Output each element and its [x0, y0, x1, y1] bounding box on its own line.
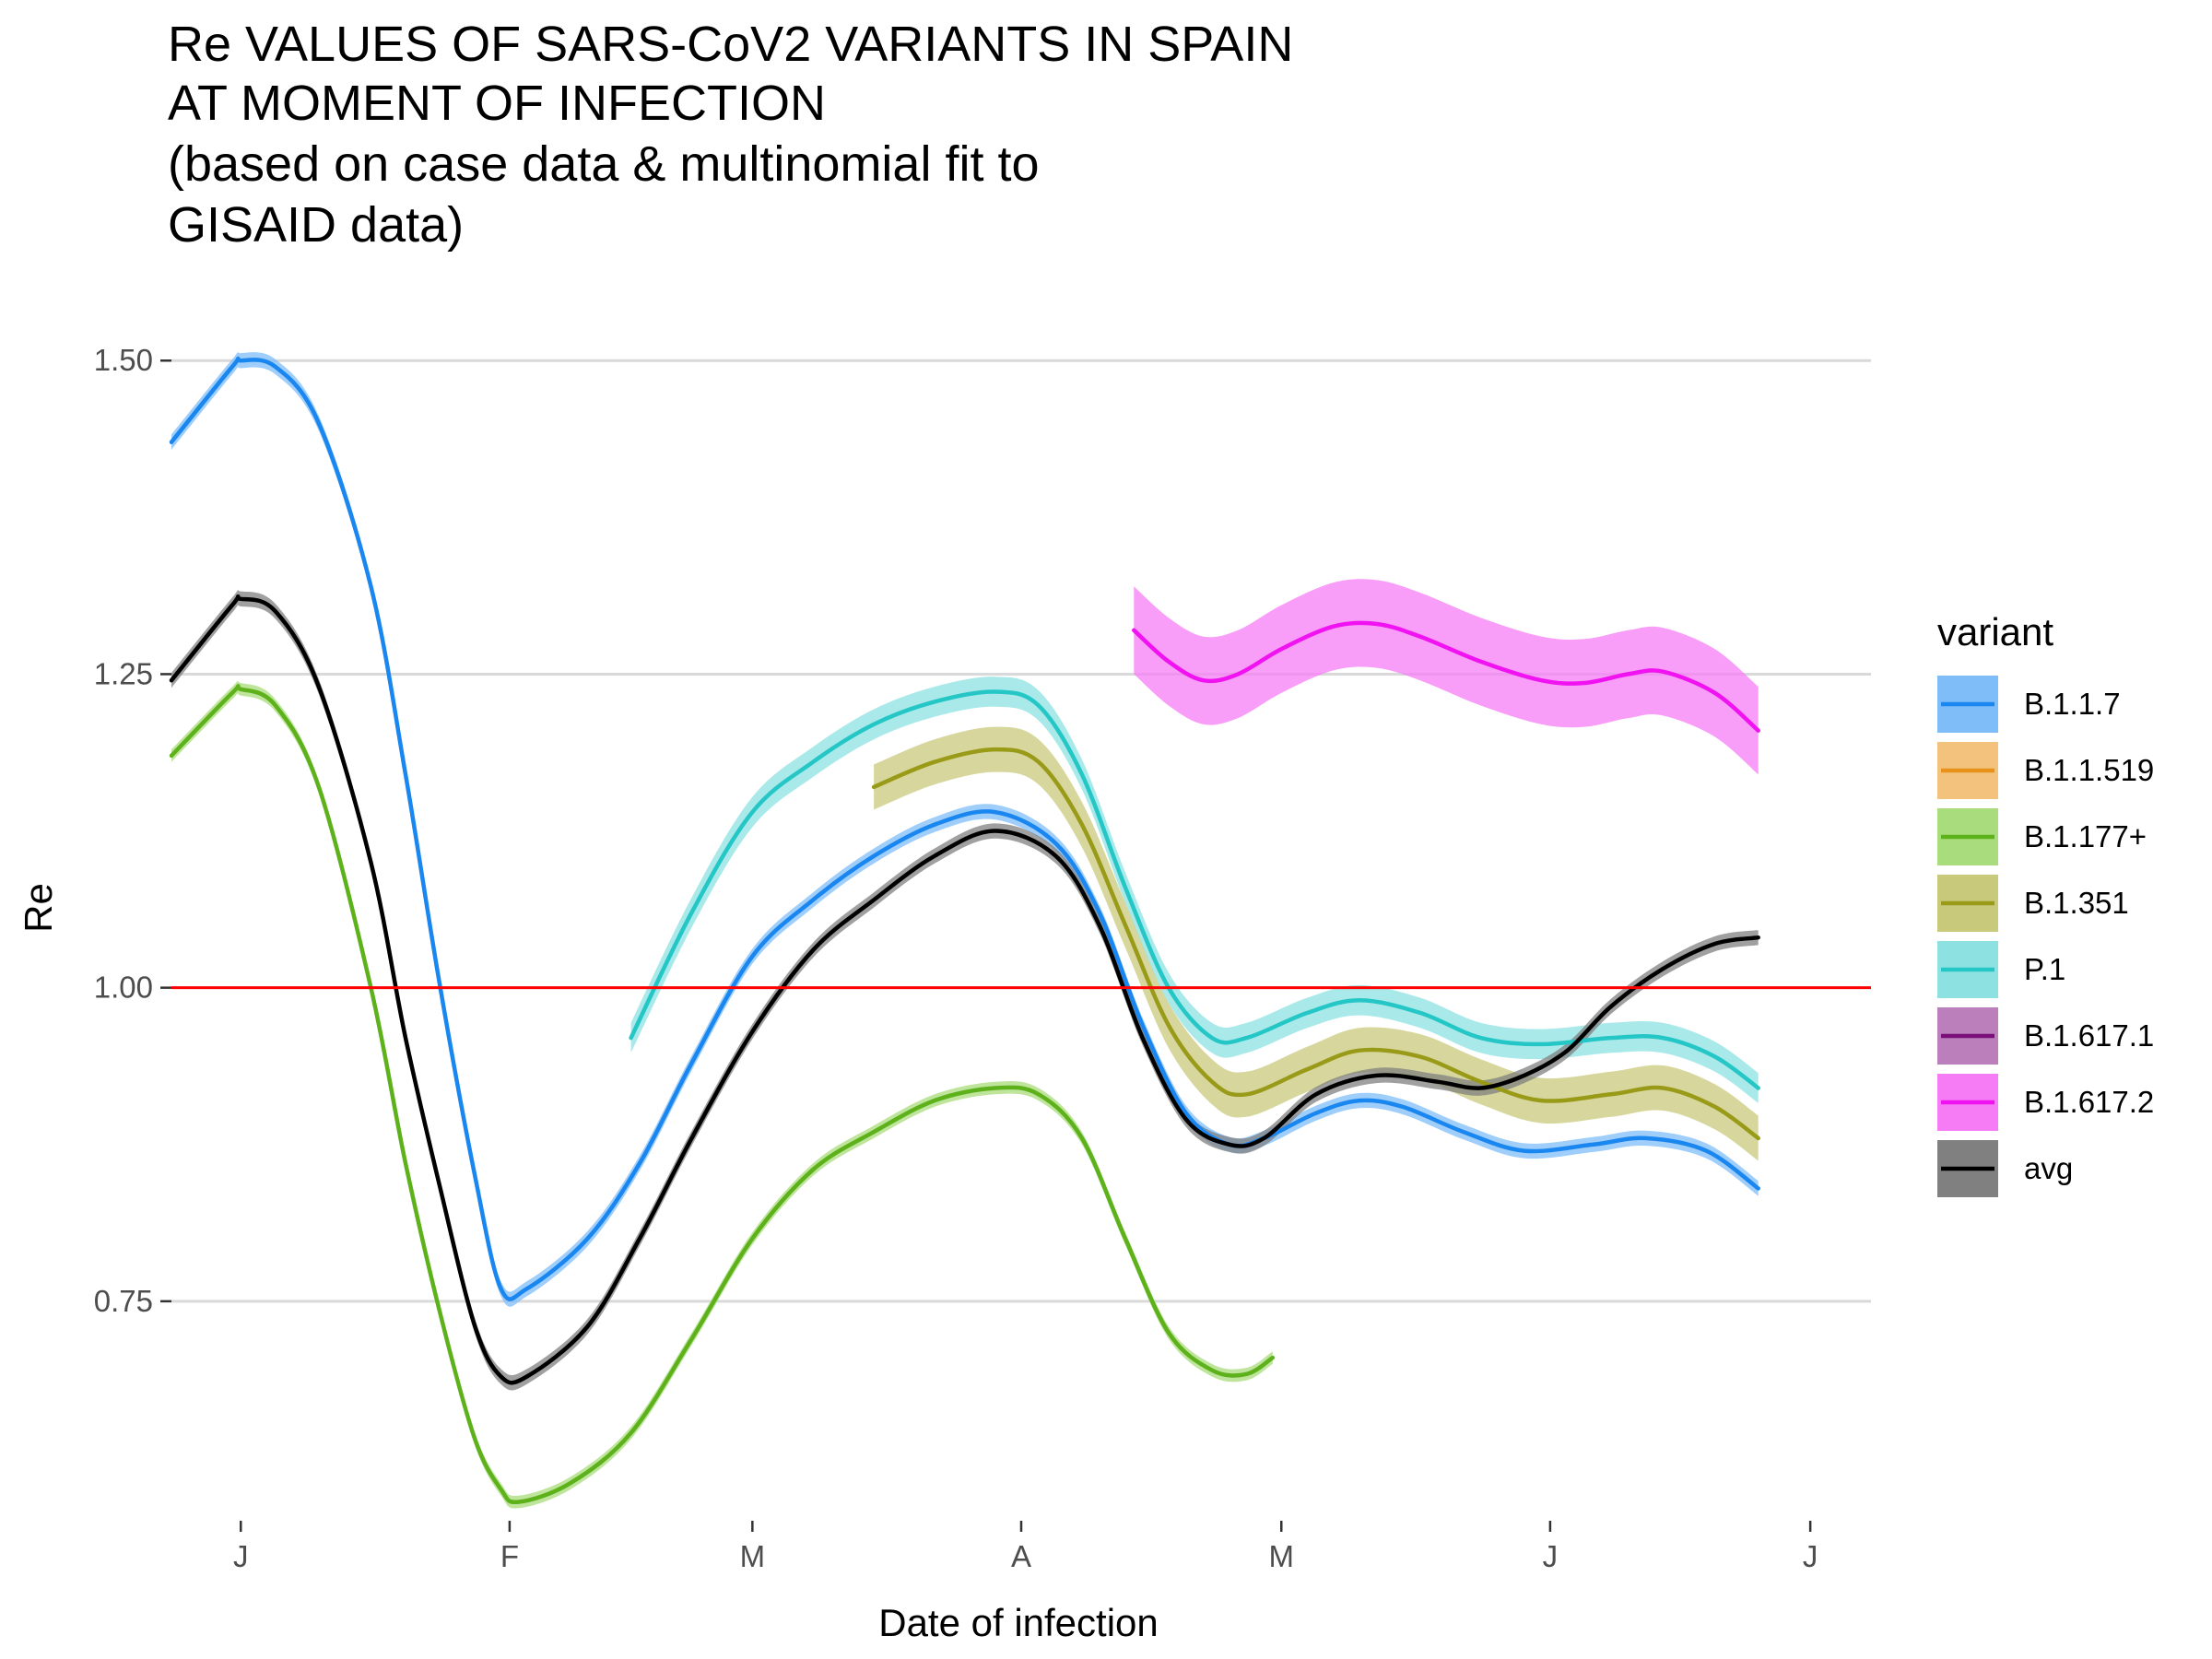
x-tick-label: J	[1543, 1539, 1559, 1573]
y-tick-label: 1.50	[94, 343, 153, 377]
x-axis-title: Date of infection	[878, 1601, 1159, 1644]
band-b-1-351	[874, 726, 1759, 1161]
legend-label-avg: avg	[2024, 1151, 2073, 1185]
series-line-b-1-617-2	[1132, 620, 1760, 733]
y-tick-label: 0.75	[94, 1284, 153, 1318]
band-p-1	[630, 677, 1759, 1103]
y-tick-label: 1.25	[94, 656, 153, 690]
x-tick-label: M	[740, 1539, 766, 1573]
series-line-b-1-1-7	[169, 356, 1760, 1301]
series-line-b-1-351	[871, 747, 1760, 1141]
legend-label-b-1-1-7: B.1.1.7	[2024, 687, 2121, 721]
y-tick-label: 1.00	[94, 971, 153, 1005]
y-axis: 0.75 1.00 1.25 1.50	[94, 343, 171, 1318]
legend-title: variant	[1937, 610, 2053, 653]
legend-label-b-1-617-1: B.1.617.1	[2024, 1018, 2154, 1053]
x-tick-label: F	[500, 1539, 519, 1573]
band-b-1-1-7	[171, 350, 1759, 1307]
legend-label-b-1-177-: B.1.177+	[2024, 819, 2147, 853]
x-tick-label: A	[1011, 1539, 1031, 1573]
chart-title-line-1: Re VALUES OF SARS-CoV2 VARIANTS IN SPAIN	[168, 17, 1293, 72]
series-line-p-1	[629, 689, 1760, 1090]
x-tick-label: M	[1268, 1539, 1294, 1573]
legend-label-p-1: P.1	[2024, 952, 2065, 986]
legend-label-b-1-617-2: B.1.617.2	[2024, 1085, 2154, 1119]
chart-title-line-3: (based on case data & multinomial fit to	[168, 136, 1040, 192]
chart-title-line-4: GISAID data)	[168, 197, 464, 253]
y-axis-title: Re	[17, 883, 60, 933]
confidence-bands	[171, 350, 1759, 1509]
legend-label-b-1-1-519: B.1.1.519	[2024, 753, 2154, 787]
legend: variant B.1.1.7 B.1.1.519 B.1.177+ B.1.351 P…	[1937, 610, 2154, 1197]
x-tick-label: J	[1803, 1539, 1818, 1573]
series-line-avg	[169, 594, 1760, 1385]
band-b-1-617-2	[1134, 579, 1759, 775]
series-lines	[169, 356, 1760, 1505]
legend-label-b-1-351: B.1.351	[2024, 886, 2129, 920]
band-b-1-177-	[171, 679, 1273, 1509]
x-tick-label: J	[233, 1539, 249, 1573]
chart-title: Re VALUES OF SARS-CoV2 VARIANTS IN SPAIN…	[168, 17, 1293, 253]
series-line-b-1-177-	[169, 684, 1276, 1505]
chart-title-line-2: AT MOMENT OF INFECTION	[168, 76, 826, 131]
